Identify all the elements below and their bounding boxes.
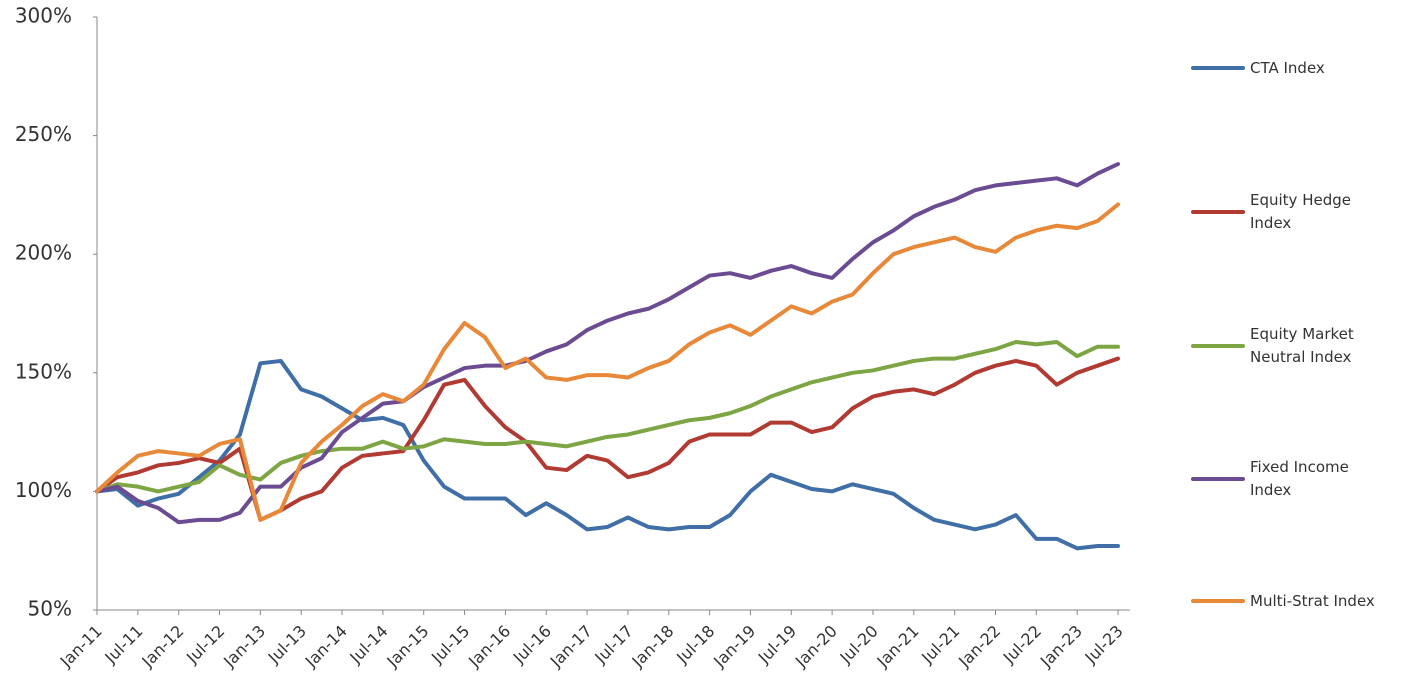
x-tick-label: Jan-13	[219, 621, 269, 671]
x-tick-label: Jul-12	[182, 621, 228, 667]
x-tick-label: Jan-20	[791, 621, 841, 671]
legend-label: Multi-Strat Index	[1250, 591, 1375, 610]
x-tick-label: Jul-22	[999, 621, 1045, 667]
x-tick-label: Jan-15	[382, 621, 432, 671]
x-tick-label: Jan-23	[1036, 621, 1086, 671]
x-tick-label: Jul-19	[754, 621, 800, 667]
x-tick-label: Jan-22	[954, 621, 1004, 671]
y-tick-label: 50%	[28, 597, 72, 621]
x-tick-label: Jul-17	[590, 621, 636, 667]
y-tick-label: 300%	[15, 4, 72, 28]
x-tick-label: Jan-21	[873, 621, 923, 671]
x-tick-label: Jan-17	[546, 621, 596, 671]
y-tick-label: 250%	[15, 122, 72, 146]
x-tick-label: Jul-20	[836, 621, 882, 667]
x-tick-label: Jul-23	[1081, 621, 1127, 667]
x-tick-label: Jul-21	[917, 621, 963, 667]
series-line	[95, 356, 1120, 522]
y-tick-label: 100%	[15, 478, 72, 502]
legend-label: Fixed Income Index	[1250, 458, 1349, 499]
y-tick-label: 150%	[15, 359, 72, 383]
x-tick-label: Jan-14	[301, 621, 351, 671]
x-tick-label: Jan-19	[709, 621, 759, 671]
x-tick-label: Jul-16	[509, 621, 555, 667]
x-tick-label: Jan-16	[464, 621, 514, 671]
x-tick-label: Jul-13	[264, 621, 310, 667]
legend-label: Equity Market Neutral Index	[1250, 325, 1354, 366]
series-line	[95, 358, 1120, 551]
y-tick-label: 200%	[15, 241, 72, 265]
series-line	[95, 162, 1120, 525]
x-tick-label: Jan-11	[56, 621, 106, 671]
x-tick-label: Jul-18	[672, 621, 718, 667]
x-tick-label: Jul-14	[345, 621, 391, 667]
series-line	[95, 202, 1120, 522]
x-tick-label: Jan-18	[628, 621, 678, 671]
x-tick-label: Jan-12	[137, 621, 187, 671]
series-line	[95, 339, 1120, 494]
legend-label: Equity Hedge Index	[1250, 191, 1351, 232]
x-tick-label: Jul-15	[427, 621, 473, 667]
legend-label: CTA Index	[1250, 58, 1325, 77]
x-tick-label: Jul-11	[100, 621, 146, 667]
